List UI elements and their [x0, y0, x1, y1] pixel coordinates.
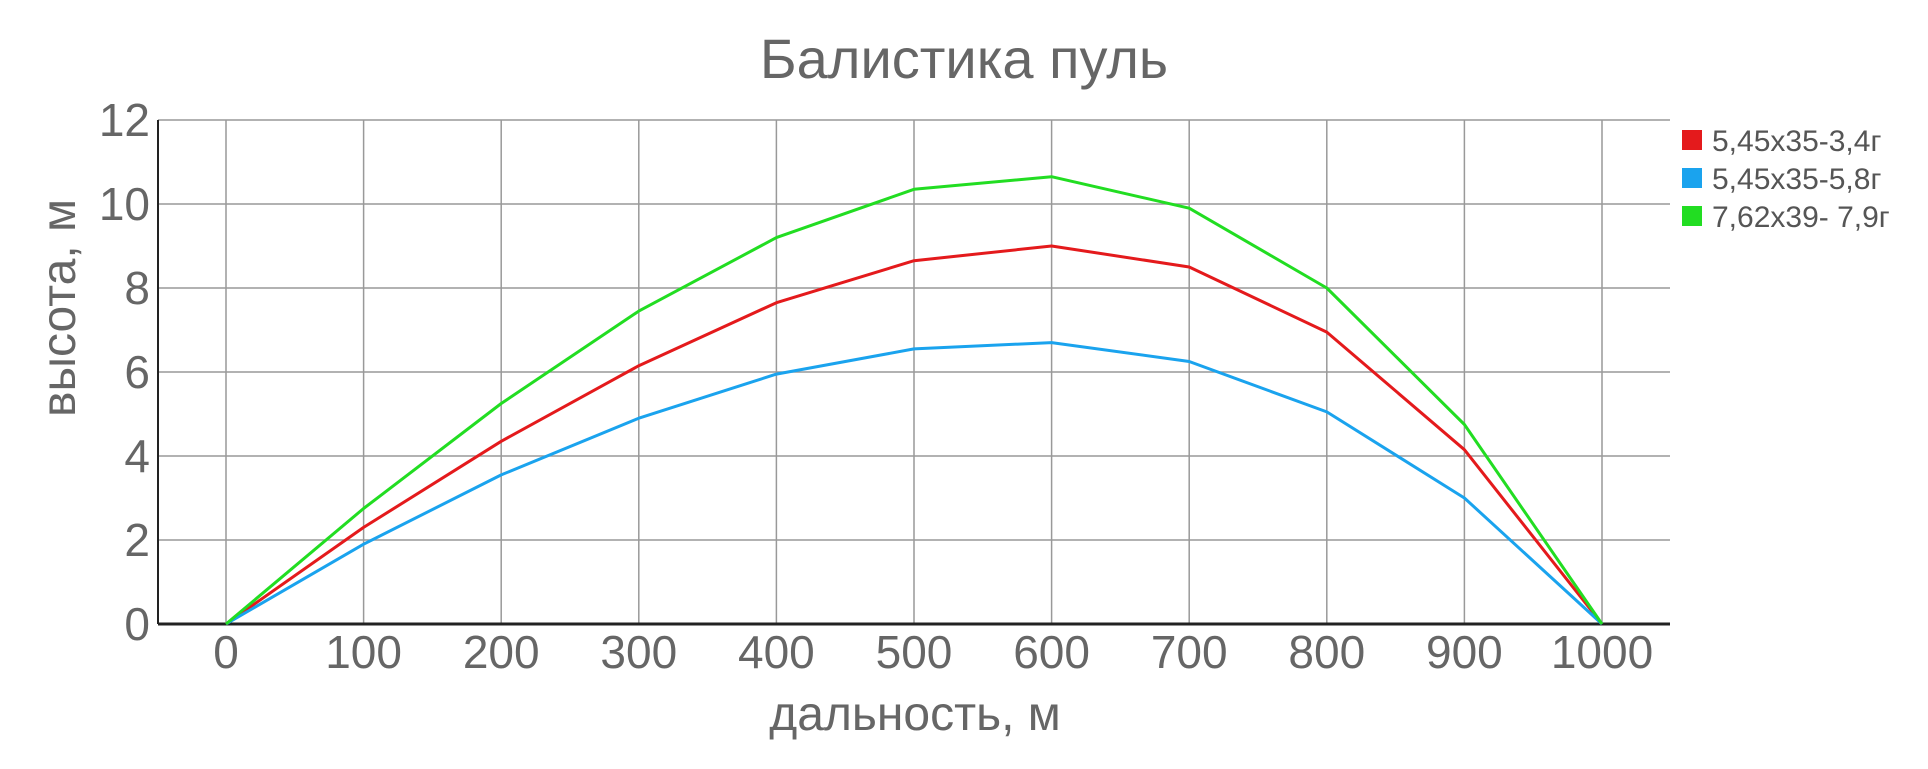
x-tick-label: 1000 [1551, 626, 1653, 678]
series-line-2 [225, 341, 1604, 626]
series-lines [225, 175, 1604, 626]
x-tick-label: 700 [1151, 626, 1228, 678]
y-tick-labels: 0 2 4 6 8 10 12 [99, 94, 150, 650]
legend-label: 5,45х35-5,8г [1712, 163, 1881, 196]
x-tick-label: 100 [325, 626, 402, 678]
x-tick-label: 400 [738, 626, 815, 678]
legend: 5,45х35-3,4г 5,45х35-5,8г 7,62х39- 7,9г [1682, 125, 1890, 234]
x-tick-label: 800 [1288, 626, 1365, 678]
x-tick-label: 200 [463, 626, 540, 678]
legend-swatch [1682, 206, 1702, 226]
series-line-3 [225, 175, 1604, 626]
y-tick-label: 2 [124, 514, 150, 566]
y-axis-title: высота, м [33, 199, 86, 417]
y-tick-label: 6 [124, 346, 150, 398]
legend-label: 5,45х35-3,4г [1712, 125, 1881, 158]
x-axis-title: дальность, м [769, 688, 1061, 741]
x-tick-label: 0 [213, 626, 239, 678]
series-line-1 [225, 244, 1604, 626]
legend-label: 7,62х39- 7,9г [1712, 201, 1890, 234]
y-tick-label: 12 [99, 94, 150, 146]
y-tick-label: 4 [124, 430, 150, 482]
x-tick-label: 500 [876, 626, 953, 678]
y-tick-label: 0 [124, 598, 150, 650]
y-tick-label: 8 [124, 262, 150, 314]
x-tick-label: 300 [600, 626, 677, 678]
legend-swatch [1682, 130, 1702, 150]
chart-title: Балистика пуль [760, 27, 1168, 90]
x-tick-label: 600 [1013, 626, 1090, 678]
y-tick-label: 10 [99, 178, 150, 230]
legend-swatch [1682, 168, 1702, 188]
grid-lines [158, 119, 1670, 624]
x-tick-labels: 0 100 200 300 400 500 600 700 800 900 1000 [213, 626, 1653, 678]
x-tick-label: 900 [1426, 626, 1503, 678]
axes [157, 120, 1670, 626]
